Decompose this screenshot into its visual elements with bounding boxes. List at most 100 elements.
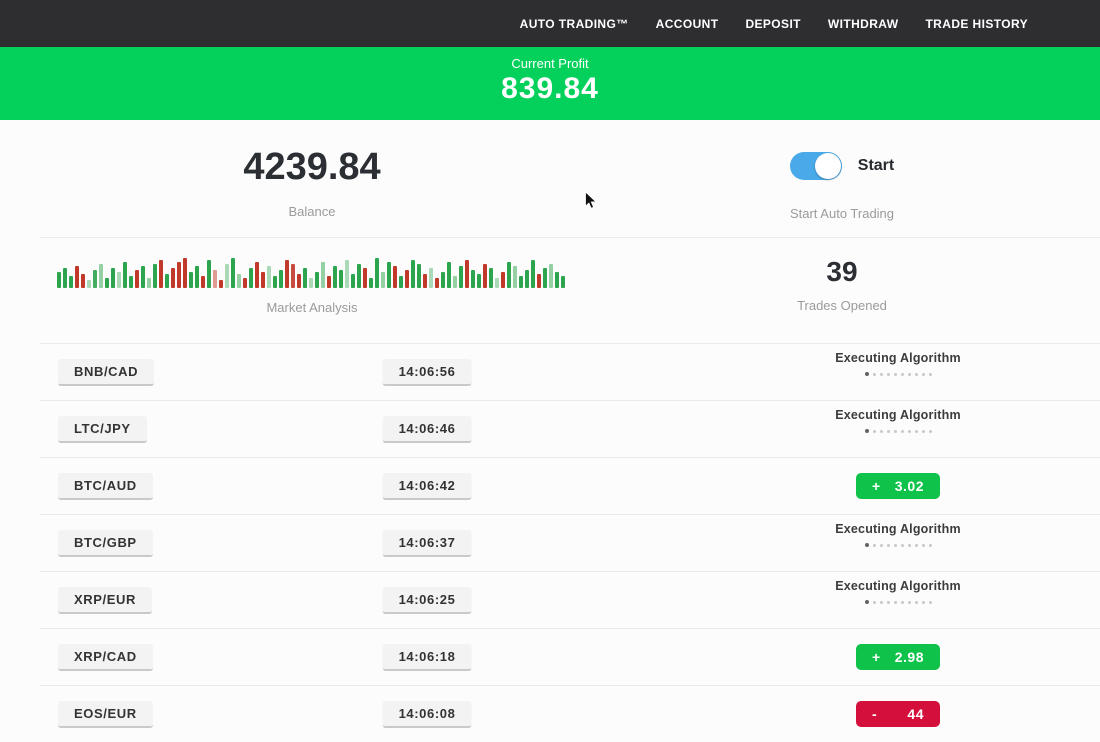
market-bar (291, 264, 295, 288)
market-analysis-stat: Market Analysis (0, 238, 624, 315)
market-bar (225, 264, 229, 288)
pair-chip: BTC/AUD (58, 473, 153, 500)
market-bar (303, 268, 307, 288)
loader-dot (864, 543, 869, 547)
market-bar (117, 272, 121, 288)
time-chip: 14:06:46 (382, 416, 472, 443)
market-bar (297, 274, 301, 288)
market-bar (273, 276, 277, 288)
market-bar (279, 270, 283, 288)
market-bar (405, 270, 409, 288)
market-bar (147, 278, 151, 288)
market-bar (549, 264, 553, 288)
loader-dot (921, 543, 925, 547)
result-badge: + 2.98 (856, 644, 940, 670)
market-bar (141, 266, 145, 288)
market-bar (345, 260, 349, 288)
result-badge: + 3.02 (856, 473, 940, 499)
loader-dot (886, 600, 890, 604)
market-bar (459, 266, 463, 288)
trade-row: BNB/CAD 14:06:56 Executing Algorithm (0, 344, 1100, 401)
market-bar (327, 276, 331, 288)
market-bar (189, 272, 193, 288)
pair-chip: XRP/EUR (58, 587, 152, 614)
time-chip: 14:06:37 (382, 530, 472, 557)
trade-row: LTC/JPY 14:06:46 Executing Algorithm (0, 401, 1100, 458)
pair-chip: BTC/GBP (58, 530, 153, 557)
loader-dot (914, 429, 918, 433)
market-bar (261, 272, 265, 288)
balance-section: 4239.84 Balance Start Start Auto Trading (0, 120, 1100, 238)
executing-status: Executing Algorithm (808, 579, 988, 604)
trade-row: EOS/EUR 14:06:08 - 44 (0, 686, 1100, 742)
profit-banner: Current Profit 839.84 (0, 47, 1100, 120)
market-bar (501, 272, 505, 288)
market-bar (351, 274, 355, 288)
auto-trading-toggle[interactable] (789, 152, 842, 180)
loader-dot (900, 600, 904, 604)
loader-dot (886, 372, 890, 376)
market-bar (93, 270, 97, 288)
profit-banner-value: 839.84 (501, 72, 599, 105)
loader-dot (900, 543, 904, 547)
result-sign: - (872, 706, 878, 722)
market-bar (315, 272, 319, 288)
market-bar (195, 266, 199, 288)
loader-dot (907, 372, 911, 376)
loader-dot (864, 372, 869, 376)
auto-trading-caption: Start Auto Trading (789, 206, 895, 221)
time-chip: 14:06:18 (382, 644, 472, 671)
loader-dot (872, 372, 876, 376)
loader-dots-icon (808, 372, 988, 376)
executing-label: Executing Algorithm (835, 351, 961, 365)
loader-dot (921, 372, 925, 376)
loader-dot (872, 543, 876, 547)
time-chip: 14:06:56 (382, 359, 472, 386)
market-bar (417, 264, 421, 288)
result-sign: + (872, 478, 881, 494)
market-bar (435, 278, 439, 288)
trades-opened-label: Trades Opened (797, 298, 887, 313)
market-bar (255, 262, 259, 288)
market-bar (111, 268, 115, 288)
market-bar (267, 266, 271, 288)
loader-dot (879, 543, 883, 547)
auto-trading-stat: Start Start Auto Trading (624, 120, 1060, 221)
trades-opened-stat: 39 Trades Opened (624, 238, 1060, 313)
loader-dot (914, 600, 918, 604)
loader-dot (907, 429, 911, 433)
nav-item-auto-trading[interactable]: AUTO TRADING™ (519, 16, 629, 31)
market-bar (333, 266, 337, 288)
market-bar (159, 260, 163, 288)
market-bar (231, 258, 235, 288)
market-bar (555, 272, 559, 288)
toggle-label: Start (857, 157, 895, 174)
market-bar (453, 276, 457, 288)
loader-dot (864, 429, 869, 433)
market-bar (477, 274, 481, 288)
loader-dots-icon (808, 600, 988, 604)
main-content: 4239.84 Balance Start Start Auto Trading… (0, 120, 1100, 742)
loader-dot (928, 429, 932, 433)
market-bar (387, 262, 391, 288)
executing-label: Executing Algorithm (835, 408, 961, 422)
nav-item-account[interactable]: ACCOUNT (655, 16, 719, 31)
market-bar (69, 276, 73, 288)
market-bar (447, 262, 451, 288)
loader-dots-icon (808, 543, 988, 547)
market-bar (309, 278, 313, 288)
result-value: 3.02 (894, 478, 924, 494)
loader-dot (907, 543, 911, 547)
market-bar (183, 258, 187, 288)
nav-item-deposit[interactable]: DEPOSIT (745, 16, 801, 31)
trades-list: BNB/CAD 14:06:56 Executing Algorithm LTC… (0, 344, 1100, 742)
balance-label: Balance (288, 204, 336, 219)
loader-dot (928, 600, 932, 604)
nav-item-trade-history[interactable]: TRADE HISTORY (925, 16, 1028, 31)
nav-item-withdraw[interactable]: WITHDRAW (827, 16, 899, 31)
market-bar (63, 268, 67, 288)
executing-label: Executing Algorithm (835, 522, 961, 536)
executing-label: Executing Algorithm (835, 579, 961, 593)
loader-dot (928, 543, 932, 547)
trade-row: XRP/CAD 14:06:18 + 2.98 (0, 629, 1100, 686)
